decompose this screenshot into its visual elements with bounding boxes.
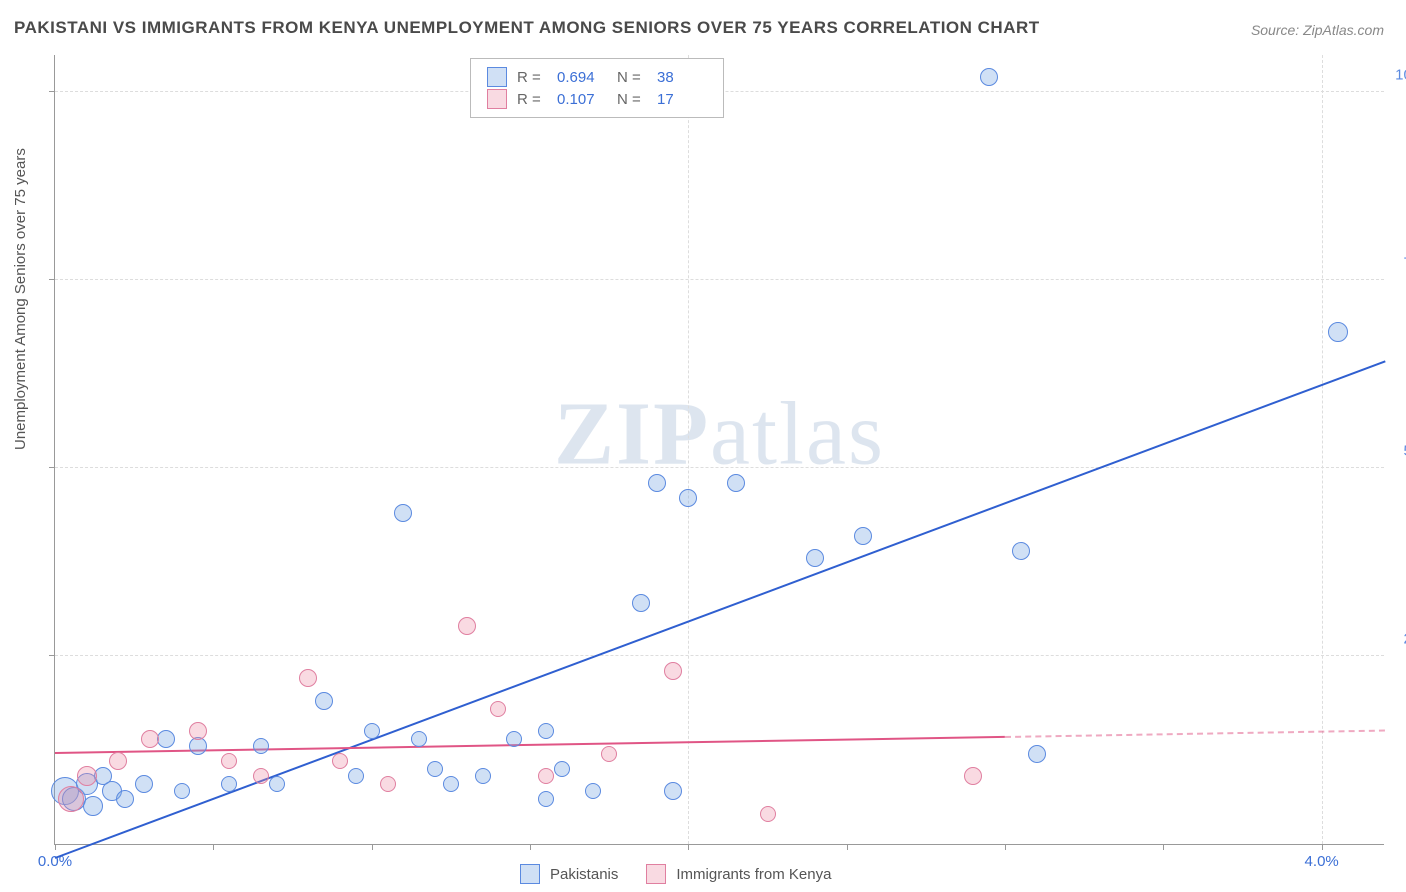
data-point	[380, 776, 396, 792]
data-point	[679, 489, 697, 507]
data-point	[727, 474, 745, 492]
data-point	[760, 806, 776, 822]
r-label: R =	[517, 69, 547, 86]
gridline-horizontal	[55, 655, 1384, 656]
data-point	[364, 723, 380, 739]
gridline-horizontal	[55, 279, 1384, 280]
x-tick-label: 0.0%	[38, 853, 72, 870]
data-point	[116, 790, 134, 808]
legend-label: Pakistanis	[550, 866, 618, 883]
data-point	[269, 776, 285, 792]
data-point	[1028, 745, 1046, 763]
data-point	[58, 786, 84, 812]
data-point	[135, 775, 153, 793]
data-point	[427, 761, 443, 777]
legend-swatch	[520, 864, 540, 884]
scatter-plot: ZIPatlas 25.0%50.0%75.0%100.0%0.0%4.0%	[54, 55, 1384, 845]
data-point	[348, 768, 364, 784]
x-tick-label: 4.0%	[1305, 853, 1339, 870]
data-point	[806, 549, 824, 567]
r-value: 0.107	[557, 91, 607, 108]
y-axis-label: Unemployment Among Seniors over 75 years	[12, 148, 29, 450]
data-point	[221, 753, 237, 769]
r-value: 0.694	[557, 69, 607, 86]
data-point	[538, 791, 554, 807]
trend-line	[1005, 729, 1385, 737]
data-point	[632, 594, 650, 612]
data-point	[648, 474, 666, 492]
data-point	[980, 68, 998, 86]
data-point	[221, 776, 237, 792]
data-point	[964, 767, 982, 785]
data-point	[109, 752, 127, 770]
data-point	[411, 731, 427, 747]
legend-item: Pakistanis	[520, 864, 618, 884]
gridline-horizontal	[55, 467, 1384, 468]
data-point	[83, 796, 103, 816]
trend-line	[55, 361, 1386, 859]
chart-title: PAKISTANI VS IMMIGRANTS FROM KENYA UNEMP…	[14, 18, 1040, 38]
correlation-legend: R = 0.694 N = 38 R = 0.107 N = 17	[470, 58, 724, 118]
data-point	[585, 783, 601, 799]
data-point	[77, 766, 97, 786]
data-point	[458, 617, 476, 635]
data-point	[538, 768, 554, 784]
gridline-vertical	[688, 55, 689, 844]
legend-swatch	[487, 89, 507, 109]
data-point	[554, 761, 570, 777]
data-point	[157, 730, 175, 748]
watermark: ZIPatlas	[554, 382, 885, 485]
data-point	[189, 722, 207, 740]
n-label: N =	[617, 91, 647, 108]
n-value: 38	[657, 69, 707, 86]
gridline-vertical	[1322, 55, 1323, 844]
data-point	[394, 504, 412, 522]
data-point	[253, 768, 269, 784]
source-attribution: Source: ZipAtlas.com	[1251, 22, 1384, 38]
data-point	[1012, 542, 1030, 560]
data-point	[854, 527, 872, 545]
data-point	[1328, 322, 1348, 342]
data-point	[506, 731, 522, 747]
data-point	[664, 662, 682, 680]
n-value: 17	[657, 91, 707, 108]
legend-label: Immigrants from Kenya	[676, 866, 831, 883]
legend-stat-row: R = 0.107 N = 17	[487, 89, 707, 109]
y-tick-label: 100.0%	[1395, 66, 1406, 83]
data-point	[253, 738, 269, 754]
data-point	[490, 701, 506, 717]
data-point	[315, 692, 333, 710]
legend-swatch	[487, 67, 507, 87]
data-point	[475, 768, 491, 784]
legend-stat-row: R = 0.694 N = 38	[487, 67, 707, 87]
r-label: R =	[517, 91, 547, 108]
n-label: N =	[617, 69, 647, 86]
data-point	[443, 776, 459, 792]
data-point	[664, 782, 682, 800]
series-legend: Pakistanis Immigrants from Kenya	[520, 864, 831, 884]
legend-swatch	[646, 864, 666, 884]
legend-item: Immigrants from Kenya	[646, 864, 831, 884]
data-point	[601, 746, 617, 762]
data-point	[332, 753, 348, 769]
data-point	[299, 669, 317, 687]
data-point	[538, 723, 554, 739]
data-point	[141, 730, 159, 748]
data-point	[174, 783, 190, 799]
